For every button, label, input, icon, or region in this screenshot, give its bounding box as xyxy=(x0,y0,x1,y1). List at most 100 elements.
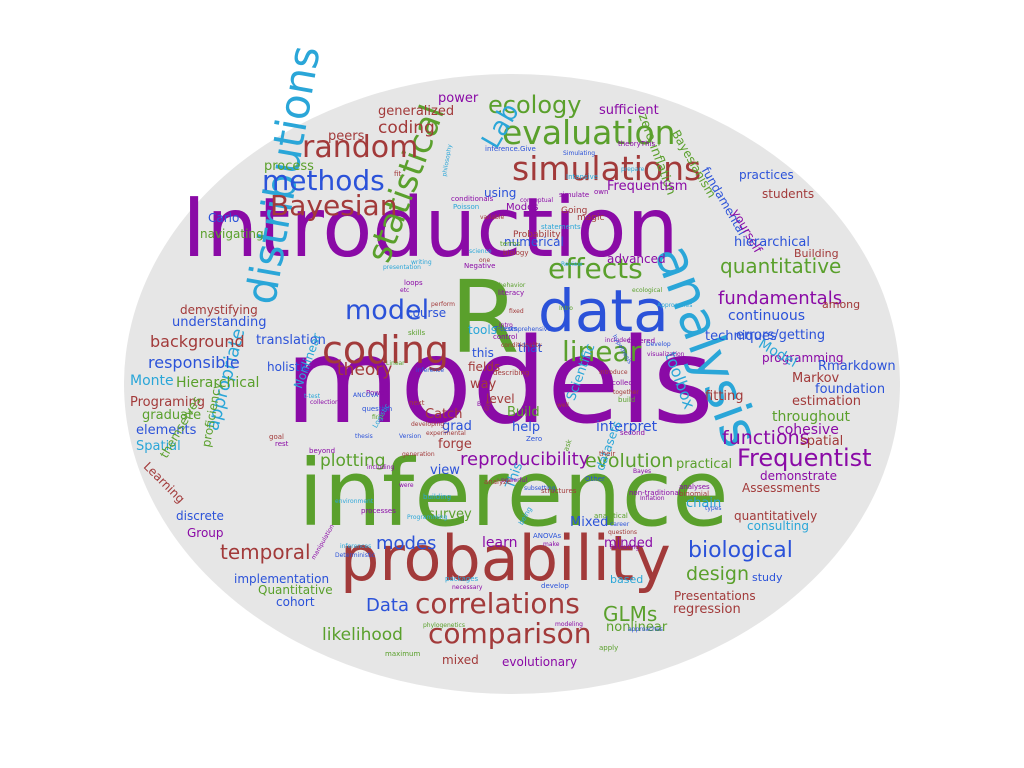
cloud-word: apply xyxy=(599,644,619,652)
cloud-word: conditionals xyxy=(451,195,494,203)
cloud-word: elements xyxy=(136,423,197,438)
cloud-word: science xyxy=(469,248,492,255)
cloud-word: R xyxy=(450,259,520,376)
cloud-word: generation xyxy=(402,451,435,458)
cloud-word: analyses xyxy=(679,483,710,491)
cloud-word: goal xyxy=(269,433,284,441)
cloud-word: discrete xyxy=(176,509,224,523)
cloud-word: mixed xyxy=(442,653,479,667)
cloud-word: likelihood xyxy=(322,625,403,645)
cloud-word: types xyxy=(705,505,722,512)
cloud-word: Data xyxy=(366,595,409,616)
cloud-word: navigating xyxy=(200,227,264,241)
cloud-word: inference.Give xyxy=(485,145,536,153)
cloud-word: Rmarkdown xyxy=(818,359,896,374)
cloud-word: evolutionary xyxy=(502,655,578,669)
cloud-word: binomial xyxy=(679,490,710,498)
cloud-word: theoryThis xyxy=(618,140,656,148)
cloud-word: Hierarchical xyxy=(176,375,260,391)
cloud-word: Poisson xyxy=(453,203,480,211)
cloud-word: thesis xyxy=(355,433,373,440)
cloud-word: cohort xyxy=(276,595,315,609)
cloud-word: subsetting xyxy=(524,485,556,492)
cloud-word: conditionality xyxy=(501,342,542,349)
cloud-word: Monte xyxy=(130,373,174,389)
cloud-word: powerful xyxy=(501,477,528,484)
cloud-word: Catch xyxy=(425,407,463,422)
cloud-word: inferences xyxy=(340,543,372,550)
cloud-word: regression xyxy=(673,602,741,617)
cloud-word: Intro xyxy=(559,305,573,312)
cloud-word: nonlinear xyxy=(606,620,668,635)
cloud-word: first xyxy=(372,414,384,421)
cloud-word: Markov xyxy=(792,371,840,386)
cloud-word: career xyxy=(610,521,630,528)
cloud-word: Going xyxy=(561,206,588,216)
cloud-word: Modes xyxy=(506,202,539,213)
cloud-word: questions xyxy=(608,529,638,536)
cloud-word: T-tests xyxy=(494,325,518,333)
cloud-word: Frequentism xyxy=(607,179,688,194)
cloud-word: make xyxy=(543,541,560,548)
cloud-word: forge xyxy=(438,437,472,452)
cloud-word: translation xyxy=(256,333,326,348)
cloud-word: visualization xyxy=(647,351,685,358)
cloud-word: Version xyxy=(399,433,422,440)
cloud-word: data xyxy=(538,277,669,345)
cloud-word: Linear xyxy=(386,360,405,367)
cloud-word: random xyxy=(302,130,419,165)
cloud-word: beyond xyxy=(309,447,336,455)
cloud-word: together xyxy=(613,389,639,396)
cloud-word: Learning xyxy=(140,459,188,507)
cloud-word: power xyxy=(438,91,479,106)
cloud-word: presentation xyxy=(383,264,421,271)
cloud-word: advanced xyxy=(607,252,666,266)
cloud-word: Programing xyxy=(130,395,205,410)
cloud-word: developing xyxy=(411,421,445,428)
cloud-word: background xyxy=(150,332,245,351)
cloud-word: t-test xyxy=(304,393,321,400)
cloud-word: covered xyxy=(627,337,656,345)
cloud-word: etc xyxy=(400,287,410,294)
cloud-word: study xyxy=(752,571,783,584)
cloud-word: simulations xyxy=(512,149,702,188)
cloud-word: process xyxy=(264,159,314,174)
cloud-word: literacy xyxy=(498,289,525,297)
cloud-word: Revisiting xyxy=(610,544,640,551)
cloud-word: control xyxy=(493,333,518,341)
cloud-word: phylogenetics xyxy=(423,622,465,629)
cloud-word: including xyxy=(367,464,395,471)
cloud-word: Programming xyxy=(407,514,448,521)
cloud-word: sufficient xyxy=(599,103,659,118)
cloud-word: survey xyxy=(428,507,472,522)
cloud-word: Mixed xyxy=(570,515,609,530)
cloud-word: biological xyxy=(688,538,793,563)
cloud-word: probability xyxy=(340,522,671,595)
cloud-word: skills xyxy=(408,329,426,337)
cloud-word: approaches xyxy=(628,626,663,633)
cloud-word: numerical xyxy=(504,235,564,249)
cloud-word: processes xyxy=(361,507,396,515)
cloud-word: comprehensive xyxy=(505,326,551,333)
cloud-word: own xyxy=(594,188,609,196)
cloud-word: Approaches xyxy=(657,302,693,309)
cloud-word: course xyxy=(406,306,447,320)
cloud-word: Building xyxy=(794,247,839,260)
cloud-word: fixed xyxy=(509,308,524,315)
cloud-word: ANOVAs xyxy=(533,532,562,540)
cloud-word: Quantitative xyxy=(258,583,333,597)
cloud-word: temporal xyxy=(220,540,311,564)
cloud-word: environment xyxy=(335,498,374,505)
cloud-word: Introduce xyxy=(599,369,628,376)
cloud-word: grad xyxy=(442,419,472,434)
cloud-word: Introduction xyxy=(182,181,679,276)
cloud-word: way xyxy=(470,377,497,392)
cloud-word: reproducibility xyxy=(460,449,590,470)
cloud-word: Spatial xyxy=(136,439,181,454)
cloud-word: Probability xyxy=(513,230,561,240)
cloud-word: structures xyxy=(541,487,577,495)
cloud-word: design xyxy=(686,563,750,585)
cloud-word: one xyxy=(479,257,491,264)
cloud-word: practical xyxy=(676,457,733,472)
